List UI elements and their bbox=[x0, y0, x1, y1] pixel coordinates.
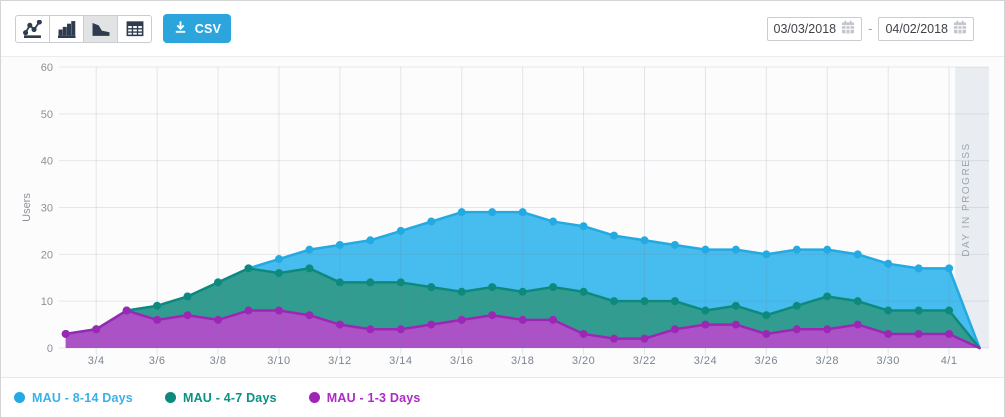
svg-text:3/10: 3/10 bbox=[267, 355, 290, 367]
svg-text:3/8: 3/8 bbox=[210, 355, 227, 367]
legend-item-mau-4-7[interactable]: MAU - 4-7 Days bbox=[164, 390, 277, 405]
svg-text:3/22: 3/22 bbox=[633, 355, 656, 367]
mau-stacked-area-chart[interactable]: DAY IN PROGRESS 0 10 20 30 40 50 60 3/4 3/6 3/8 3/1… bbox=[1, 57, 1004, 377]
calendar-icon[interactable] bbox=[953, 20, 967, 37]
svg-text:3/24: 3/24 bbox=[694, 355, 717, 367]
chart-type-table-button[interactable] bbox=[117, 14, 152, 43]
legend-label: MAU - 1-3 Days bbox=[326, 390, 421, 405]
svg-text:3/12: 3/12 bbox=[328, 355, 351, 367]
date-range-separator: - bbox=[868, 21, 873, 36]
svg-text:3/30: 3/30 bbox=[876, 355, 899, 367]
csv-download-button[interactable]: CSV bbox=[163, 14, 231, 43]
svg-text:DAY IN PROGRESS: DAY IN PROGRESS bbox=[961, 142, 972, 256]
svg-text:3/20: 3/20 bbox=[572, 355, 595, 367]
svg-text:Users: Users bbox=[21, 193, 33, 222]
svg-text:4/1: 4/1 bbox=[941, 355, 958, 367]
svg-text:50: 50 bbox=[41, 109, 53, 121]
start-date-input[interactable]: 03/03/2018 bbox=[766, 16, 863, 41]
legend-item-mau-8-14[interactable]: MAU - 8-14 Days bbox=[14, 391, 133, 405]
chart-type-switcher bbox=[15, 14, 152, 43]
svg-text:3/18: 3/18 bbox=[511, 355, 534, 367]
legend-dot bbox=[164, 392, 176, 403]
svg-text:3/4: 3/4 bbox=[88, 355, 105, 367]
date-range-picker: 03/03/2018 - 04/02/2018 bbox=[766, 16, 974, 41]
end-date-value: 04/02/2018 bbox=[885, 21, 948, 36]
legend: MAU - 8-14 Days MAU - 4-7 Days MAU - 1-3… bbox=[1, 377, 1004, 417]
svg-text:0: 0 bbox=[47, 343, 53, 355]
svg-text:40: 40 bbox=[41, 156, 53, 168]
legend-dot bbox=[308, 392, 320, 403]
start-date-value: 03/03/2018 bbox=[773, 21, 837, 36]
line-chart-icon bbox=[22, 19, 43, 38]
svg-text:3/28: 3/28 bbox=[816, 355, 839, 367]
chart-type-bar-button[interactable] bbox=[49, 14, 84, 43]
table-icon bbox=[125, 20, 145, 38]
svg-text:60: 60 bbox=[41, 62, 53, 74]
legend-item-mau-1-3[interactable]: MAU - 1-3 Days bbox=[308, 390, 421, 405]
svg-text:3/6: 3/6 bbox=[149, 355, 166, 367]
end-date-input[interactable]: 04/02/2018 bbox=[878, 16, 974, 41]
bar-chart-icon bbox=[57, 20, 77, 38]
chart-type-area-button[interactable] bbox=[83, 14, 118, 43]
svg-text:10: 10 bbox=[41, 296, 53, 308]
svg-text:30: 30 bbox=[41, 203, 53, 215]
legend-label: MAU - 4-7 Days bbox=[182, 390, 277, 405]
svg-text:3/14: 3/14 bbox=[389, 355, 412, 367]
toolbar: CSV 03/03/2018 - bbox=[1, 1, 1004, 57]
calendar-icon[interactable] bbox=[841, 20, 855, 37]
svg-text:20: 20 bbox=[41, 249, 53, 261]
area-chart-icon bbox=[91, 20, 111, 38]
svg-text:3/26: 3/26 bbox=[755, 355, 778, 367]
svg-text:3/16: 3/16 bbox=[450, 355, 473, 367]
chart-type-line-button[interactable] bbox=[15, 14, 50, 43]
legend-dot bbox=[14, 392, 25, 403]
download-icon bbox=[173, 20, 188, 38]
csv-button-label: CSV bbox=[194, 21, 222, 36]
legend-label: MAU - 8-14 Days bbox=[32, 390, 133, 405]
chart-area: DAY IN PROGRESS 0 10 20 30 40 50 60 3/4 3/6 3/8 3/1… bbox=[1, 57, 1004, 377]
